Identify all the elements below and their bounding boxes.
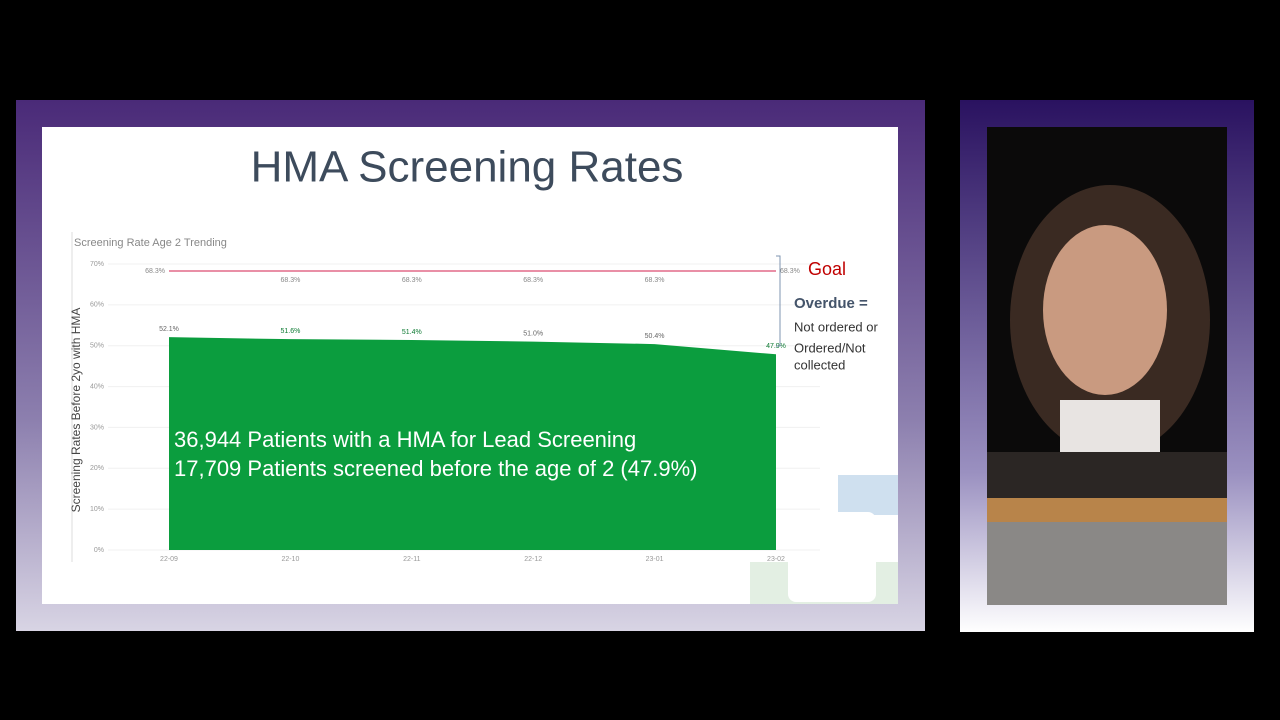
decor — [838, 475, 898, 515]
bracket — [776, 255, 781, 347]
speaker-face — [1043, 225, 1167, 395]
goal-value-label: 68.3% — [402, 277, 422, 284]
y-tick-label: 60% — [90, 302, 104, 309]
overlay-text: 36,944 Patients with a HMA for Lead Scre… — [174, 427, 636, 452]
podium-front — [987, 522, 1227, 605]
podium-edge — [987, 498, 1227, 522]
goal-label: Goal — [808, 259, 846, 279]
plot: 0% 10% 20% 30% 40% 50% 60% 70% 22-09 22-10 22-11 22… — [90, 261, 820, 563]
decor — [788, 512, 876, 602]
y-tick-label: 0% — [94, 547, 104, 554]
value-label: 51.6% — [280, 328, 300, 335]
value-label: 51.0% — [523, 330, 543, 337]
y-tick-label: 10% — [90, 506, 104, 513]
goal-value-label: 68.3% — [645, 277, 665, 284]
value-label: 52.1% — [159, 326, 179, 333]
x-tick-label: 23-01 — [646, 556, 664, 563]
chart-title: Screening Rate Age 2 Trending — [74, 237, 227, 249]
goal-value-label: 68.3% — [145, 268, 165, 275]
y-tick-label: 20% — [90, 465, 104, 472]
overdue-line: collected — [794, 357, 845, 372]
value-label: 51.4% — [402, 329, 422, 336]
goal-value-label: 68.3% — [780, 268, 800, 275]
goal-value-label: 68.3% — [523, 277, 543, 284]
x-tick-label: 22-12 — [524, 556, 542, 563]
y-tick-label: 40% — [90, 383, 104, 390]
x-tick-label: 23-02 — [767, 556, 785, 563]
overlay-text: 17,709 Patients screened before the age … — [174, 456, 697, 481]
y-tick-label: 50% — [90, 343, 104, 350]
x-tick-label: 22-10 — [281, 556, 299, 563]
goal-value-label: 68.3% — [280, 277, 300, 284]
overdue-line: Ordered/Not — [794, 340, 866, 355]
y-tick-label: 30% — [90, 424, 104, 431]
overdue-title: Overdue = — [794, 295, 868, 312]
y-axis-label: Screening Rates Before 2yo with HMA — [69, 308, 83, 513]
podium — [987, 452, 1227, 498]
value-label: 47.9% — [766, 343, 786, 350]
y-tick-label: 70% — [90, 261, 104, 268]
overdue-line: Not ordered or — [794, 319, 878, 334]
slide-title: HMA Screening Rates — [251, 143, 684, 192]
area — [169, 337, 776, 550]
x-tick-label: 22-09 — [160, 556, 178, 563]
x-tick-label: 22-11 — [403, 556, 420, 563]
speaker-shirt — [1060, 400, 1160, 455]
value-label: 50.4% — [645, 333, 665, 340]
